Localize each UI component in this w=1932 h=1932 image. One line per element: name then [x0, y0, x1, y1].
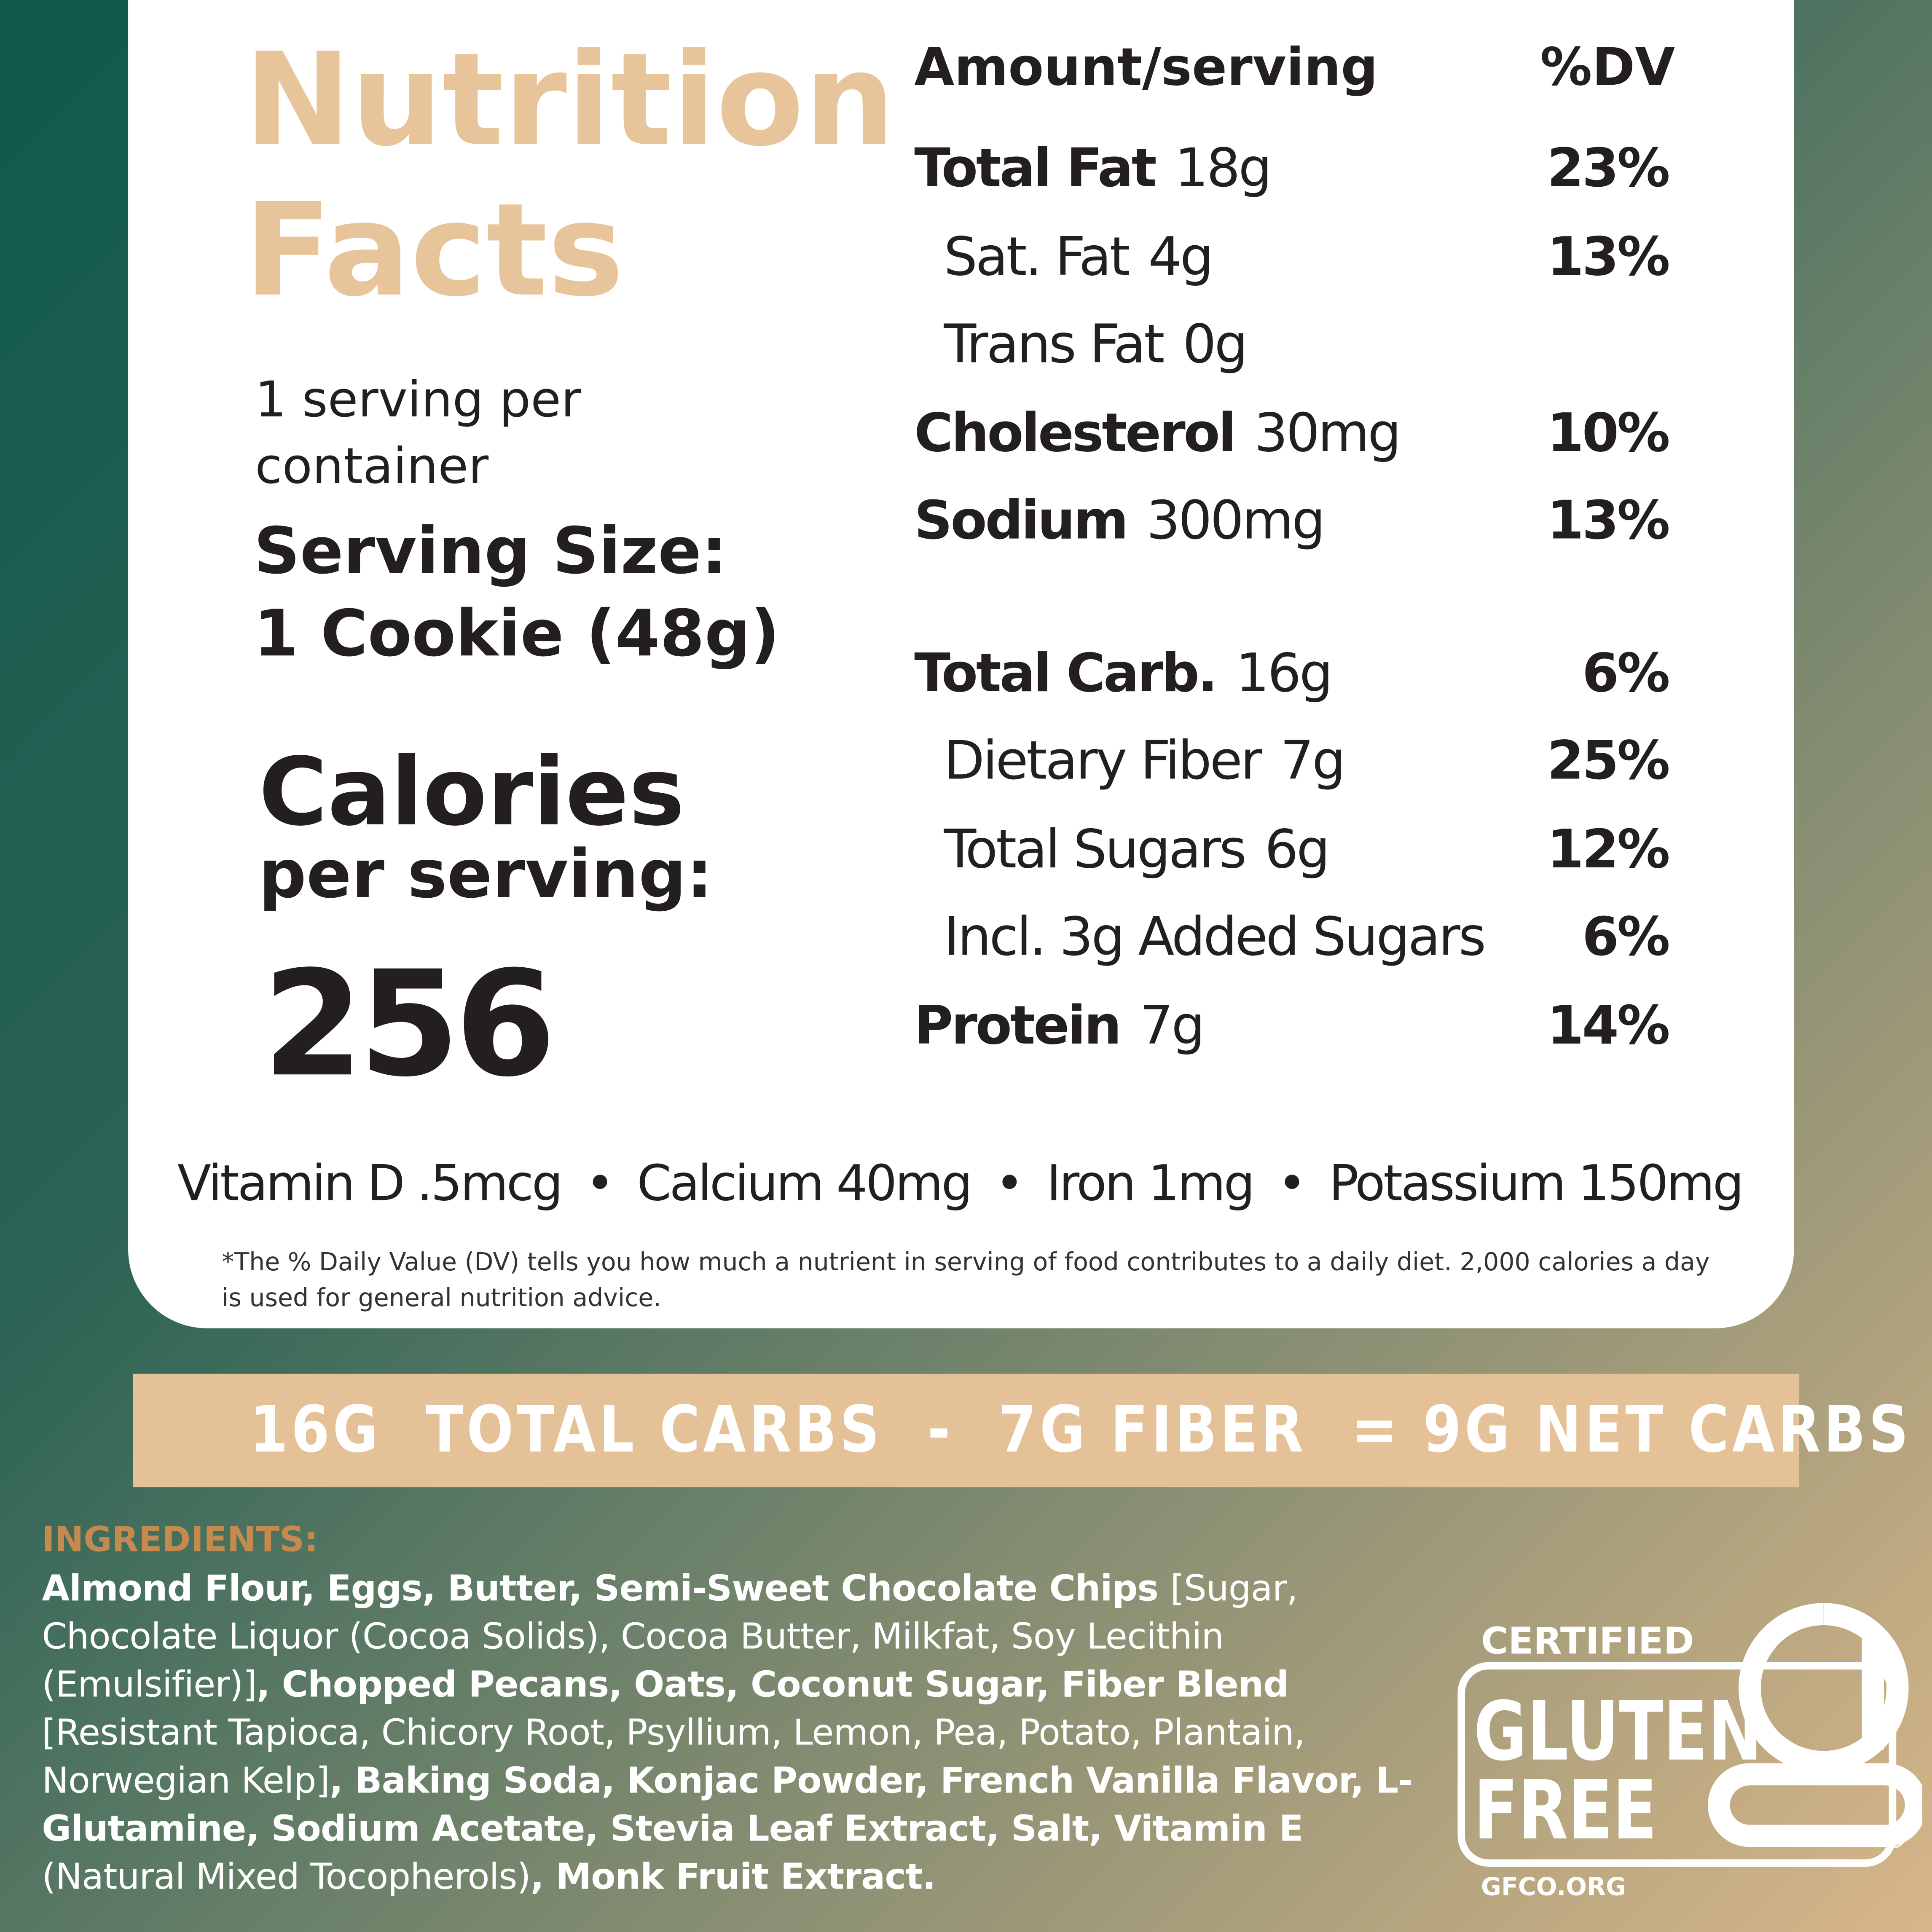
nutrient-dv: 6%: [1582, 642, 1670, 704]
nutrient-amount: 7g: [1280, 730, 1345, 792]
logo-top: CERTIFIED: [1481, 1619, 1694, 1662]
ingredients-heading: INGREDIENTS:: [42, 1519, 318, 1560]
header-amount: Amount/serving: [914, 37, 1378, 97]
ingredient-segment: (Natural Mixed Tocopherols): [42, 1855, 531, 1898]
nutrient-line: Total Fat 18g: [914, 138, 1272, 200]
nutrient-row: Total Carb. 16g 6%: [914, 642, 1670, 716]
nutrient-row: Dietary Fiber 7g 25%: [914, 730, 1670, 805]
vitamin: Potassium 150mg: [1329, 1156, 1744, 1213]
nutrient-name: Dietary Fiber: [944, 730, 1262, 792]
nutrient-dv: 13%: [1547, 226, 1670, 288]
nutrient-dv: 6%: [1582, 907, 1670, 969]
gluten-free-logo: CERTIFIED GLUTEN FREE GFCO.ORG ®: [1457, 1603, 1922, 1901]
logo-g: [1708, 1603, 1922, 1847]
logo-site: GFCO.ORG: [1481, 1872, 1626, 1901]
servings: 1 serving per container: [255, 372, 582, 496]
nutrient-row: Sodium 300mg 13%: [914, 490, 1670, 564]
nutrient-amount: 16g: [1235, 642, 1333, 704]
nutrient-line: Dietary Fiber 7g: [944, 730, 1345, 792]
serving-size-label: Serving Size:: [254, 515, 727, 589]
nutrient-amount: 7g: [1139, 995, 1205, 1057]
nutrient-name: Sodium: [914, 490, 1129, 552]
footnote: *The % Daily Value (DV) tells you how mu…: [222, 1247, 1710, 1312]
nutrient-name: Total Sugars: [944, 818, 1247, 880]
nutrient-amount: 6g: [1264, 818, 1330, 880]
ingredient-segment: [Resistant Tapioca, Chicory Root, Psylli…: [42, 1711, 1305, 1802]
nutrient-line: Total Sugars 6g: [944, 818, 1330, 880]
nutrient-name: Cholesterol: [914, 402, 1236, 464]
net-carbs-banner: 16G TOTAL CARBS - 7G FIBER = 9G NET CARB…: [250, 1393, 1912, 1468]
nutrient-name: Incl. 3g Added Sugars: [944, 907, 1486, 969]
nutrient-row: Total Fat 18g 23%: [914, 138, 1670, 212]
banner-bg: [133, 1374, 1799, 1487]
calories-label: Calories: [258, 737, 685, 847]
vitamin: Iron 1mg: [1046, 1156, 1255, 1213]
nutrient-name: Protein: [914, 995, 1122, 1057]
nutrient-amount: 30mg: [1254, 402, 1401, 464]
logo-mark: ®: [1878, 1818, 1910, 1856]
logo-line2: FREE: [1473, 1763, 1657, 1858]
logo-line1: GLUTEN: [1473, 1685, 1762, 1779]
nutrient-row: Incl. 3g Added Sugars 6%: [914, 907, 1670, 981]
nutrient-name: Total Fat: [914, 138, 1157, 200]
nutrient-row: Sat. Fat 4g 13%: [914, 226, 1670, 300]
header-dv: %DV: [1540, 37, 1675, 97]
calories: 256: [262, 939, 556, 1109]
ingredient-segment: , Monk Fruit Extract.: [530, 1855, 936, 1898]
ingredient-segment: Almond Flour, Eggs, Butter, Semi-Sweet C…: [42, 1567, 1170, 1610]
separator: •: [1277, 1156, 1307, 1213]
nutrient-dv: 23%: [1547, 138, 1670, 200]
title: Nutrition Facts: [244, 24, 896, 325]
nutrient-dv: 12%: [1547, 818, 1670, 880]
nutrient-row: Total Sugars 6g 12%: [914, 818, 1670, 893]
serving-size: 1 Cookie (48g): [254, 597, 780, 672]
nutrient-dv: 13%: [1547, 490, 1670, 552]
nutrient-line: Sat. Fat 4g: [944, 226, 1213, 288]
nutrient-line: Cholesterol 30mg: [914, 402, 1401, 464]
nutrient-name: Sat. Fat: [944, 226, 1130, 288]
nutrient-line: Trans Fat 0g: [944, 314, 1248, 376]
nutrient-name: Total Carb.: [914, 642, 1218, 704]
ingredients: Almond Flour, Eggs, Butter, Semi-Sweet C…: [42, 1565, 1428, 1901]
calories-sub: per serving:: [258, 835, 713, 913]
nutrient-name: Trans Fat: [944, 314, 1165, 376]
nutrient-line: Total Carb. 16g: [914, 642, 1333, 704]
vitamins: Vitamin D .5mcg • Calcium 40mg • Iron 1mg • Po…: [177, 1156, 1744, 1213]
nutrient-amount: 4g: [1148, 226, 1213, 288]
nutrient-dv: 10%: [1547, 402, 1670, 464]
ingredient-segment: , Baking Soda, Konjac Powder, French Van…: [42, 1759, 1413, 1850]
separator: •: [995, 1156, 1024, 1213]
nutrient-line: Sodium 300mg: [914, 490, 1326, 552]
nutrient-amount: 18g: [1175, 138, 1272, 200]
nutrition-card: [128, 0, 1794, 1328]
nutrient-dv: 25%: [1547, 730, 1670, 792]
nutrient-row: Cholesterol 30mg 10%: [914, 402, 1670, 476]
nutrient-line: Protein 7g: [914, 995, 1205, 1057]
vitamin: Calcium 40mg: [637, 1156, 973, 1213]
vitamin: Vitamin D .5mcg: [177, 1156, 563, 1213]
ingredient-segment: [Sugar, Chocolate Liquor (Cocoa Solids),…: [42, 1567, 1298, 1706]
separator: •: [585, 1156, 614, 1213]
nutrient-dv: 14%: [1547, 995, 1670, 1057]
nutrient-row: Protein 7g 14%: [914, 995, 1670, 1069]
ingredient-segment: , Chopped Pecans, Oats, Coconut Sugar, F…: [256, 1663, 1289, 1706]
nutrient-row: Trans Fat 0g: [914, 314, 1668, 388]
nutrient-line: Incl. 3g Added Sugars: [944, 907, 1486, 969]
nutrient-amount: 0g: [1182, 314, 1248, 376]
nutrient-amount: 300mg: [1146, 490, 1326, 552]
